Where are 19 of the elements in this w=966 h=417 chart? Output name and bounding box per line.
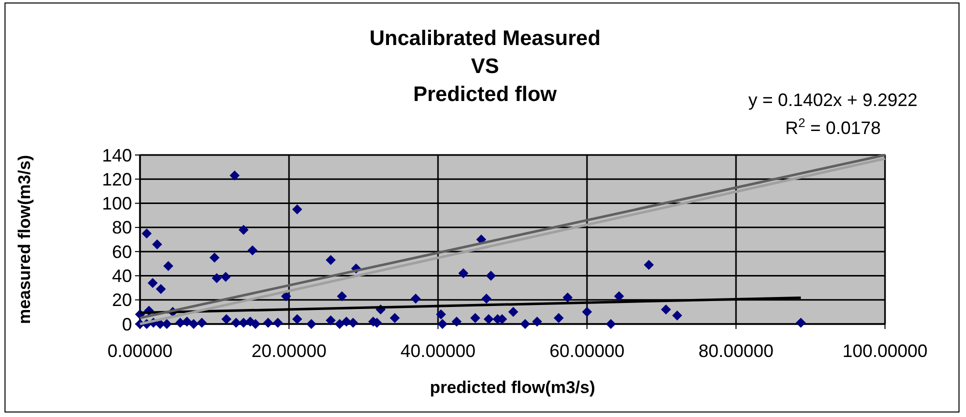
y-tick-label: 140 xyxy=(102,145,132,166)
x-axis-title: predicted flow(m3/s) xyxy=(430,378,596,397)
text: y = 0.1402x + 9.2922 xyxy=(748,90,918,110)
y-axis-title: measured flow(m3/s) xyxy=(15,154,34,324)
y-tick-label: 100 xyxy=(102,194,132,214)
x-tick-label: 80.00000 xyxy=(698,341,774,361)
y-tick-label: 120 xyxy=(102,169,132,190)
x-tick-label: 100.00000 xyxy=(842,341,928,361)
y-tick-label: 20 xyxy=(112,290,132,310)
y-tick-label: 80 xyxy=(112,218,132,238)
x-tick-label: 0.00000 xyxy=(107,341,173,361)
x-tick-label: 20.00000 xyxy=(251,341,327,361)
y-tick-label: 0 xyxy=(122,314,132,334)
text: R$^{2}$ = 0.0178 xyxy=(785,116,881,138)
chart-title: Uncalibrated Measured VS Predicted flow xyxy=(369,27,601,106)
x-tick-label: 60.00000 xyxy=(549,341,625,361)
y-tick-label: 60 xyxy=(112,242,132,262)
y-tick-label: 40 xyxy=(112,266,132,286)
x-tick-label: 40.00000 xyxy=(400,341,476,361)
